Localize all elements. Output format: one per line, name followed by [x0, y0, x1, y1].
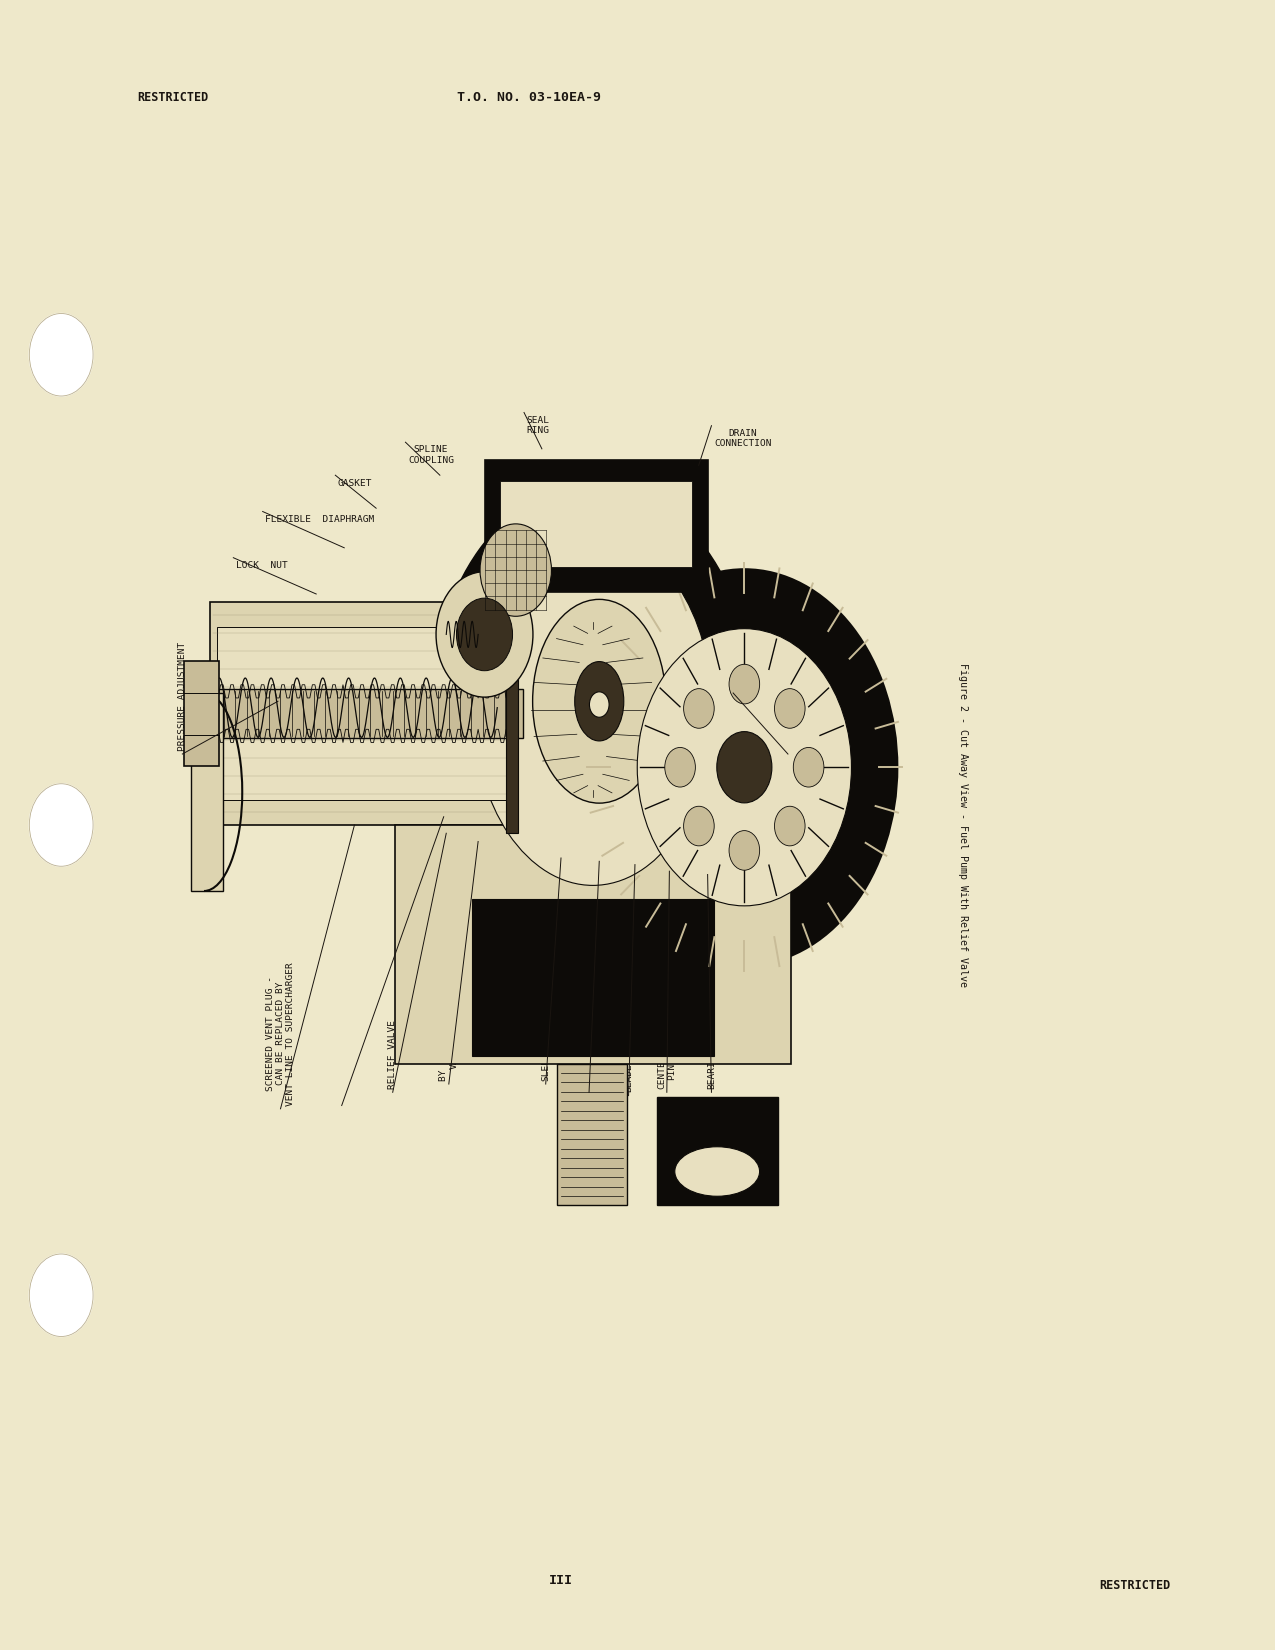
Bar: [184, 662, 219, 766]
Text: CENTER
PIN: CENTER PIN: [657, 1054, 677, 1089]
Circle shape: [729, 830, 760, 870]
Bar: [484, 460, 708, 592]
Text: ROTOR: ROTOR: [584, 1061, 594, 1089]
Ellipse shape: [575, 662, 623, 741]
Circle shape: [29, 314, 93, 396]
Text: PRESSURE ADJUSTMENT: PRESSURE ADJUSTMENT: [177, 642, 187, 751]
Text: BY - PASS
VALVE: BY - PASS VALVE: [439, 1030, 459, 1081]
Text: DRAIN
CONNECTION: DRAIN CONNECTION: [714, 429, 771, 449]
Text: BEARING: BEARING: [706, 1049, 717, 1089]
Text: RESTRICTED: RESTRICTED: [138, 91, 209, 104]
Circle shape: [436, 573, 533, 698]
Circle shape: [717, 731, 771, 804]
Circle shape: [29, 1254, 93, 1336]
Text: Figure 2 - Cut Away View - Fuel Pump With Relief Valve: Figure 2 - Cut Away View - Fuel Pump Wit…: [958, 663, 968, 987]
Circle shape: [683, 688, 714, 728]
Ellipse shape: [473, 533, 711, 886]
Circle shape: [793, 747, 824, 787]
Bar: [500, 482, 692, 568]
Text: FLEXIBLE  DIAPHRAGM: FLEXIBLE DIAPHRAGM: [265, 515, 375, 523]
Text: SLEEVE: SLEEVE: [541, 1046, 551, 1081]
Text: LOCK  NUT: LOCK NUT: [236, 561, 288, 569]
Circle shape: [589, 691, 609, 718]
Circle shape: [683, 807, 714, 846]
Bar: [191, 693, 223, 891]
Circle shape: [774, 807, 805, 846]
Circle shape: [664, 747, 695, 787]
Bar: [505, 594, 519, 833]
Bar: [557, 1064, 627, 1204]
Bar: [207, 690, 523, 739]
Circle shape: [481, 525, 552, 617]
Text: SPLINE ROTOR-COUPLING: SPLINE ROTOR-COUPLING: [783, 630, 793, 751]
Ellipse shape: [533, 599, 666, 804]
Circle shape: [729, 665, 760, 705]
Text: RELIEF VALVE: RELIEF VALVE: [388, 1020, 398, 1089]
Text: RESTRICTED: RESTRICTED: [1099, 1579, 1170, 1592]
Text: T.O. NO. 03-10EA-9: T.O. NO. 03-10EA-9: [458, 91, 601, 104]
Text: SCREENED VENT PLUG -
CAN BE REPLACED BY
VENT LINE TO SUPERCHARGER: SCREENED VENT PLUG - CAN BE REPLACED BY …: [265, 962, 296, 1106]
Bar: [217, 627, 510, 800]
Circle shape: [592, 569, 898, 965]
Bar: [210, 602, 515, 825]
Circle shape: [29, 784, 93, 866]
Text: GASKET: GASKET: [338, 478, 372, 487]
Ellipse shape: [674, 1147, 760, 1196]
Text: SEAL
RING: SEAL RING: [527, 416, 550, 436]
Bar: [395, 825, 790, 1064]
Ellipse shape: [431, 485, 755, 934]
Text: III: III: [550, 1574, 572, 1587]
Circle shape: [456, 599, 513, 670]
Text: BLADE: BLADE: [623, 1064, 634, 1092]
Circle shape: [774, 688, 805, 728]
Text: SPLINE
COUPLING: SPLINE COUPLING: [408, 446, 454, 465]
Bar: [657, 1097, 778, 1204]
Bar: [472, 899, 714, 1056]
Circle shape: [638, 629, 852, 906]
